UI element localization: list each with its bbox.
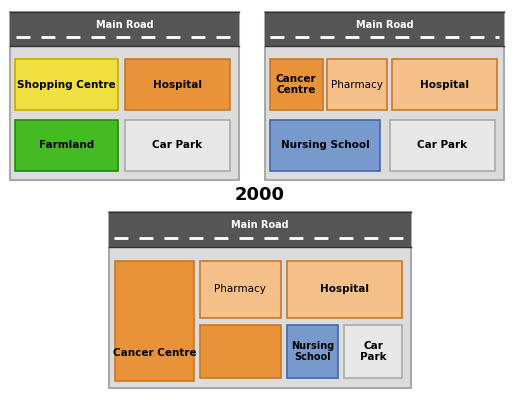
Text: Shopping Centre: Shopping Centre	[17, 80, 116, 90]
FancyBboxPatch shape	[109, 212, 411, 388]
Text: Pharmacy: Pharmacy	[214, 284, 266, 294]
Bar	[392, 59, 497, 110]
Text: 1980: 1980	[360, 0, 410, 4]
Bar	[270, 120, 380, 170]
Bar	[287, 325, 339, 378]
Bar	[344, 325, 402, 378]
Text: 1960: 1960	[100, 0, 150, 4]
Text: 2000: 2000	[235, 186, 285, 204]
Text: Hospital: Hospital	[320, 284, 369, 294]
Bar	[15, 120, 118, 170]
Bar	[10, 12, 239, 46]
Text: Cancer Centre: Cancer Centre	[113, 348, 196, 358]
Bar	[389, 120, 495, 170]
Bar	[200, 325, 281, 378]
FancyBboxPatch shape	[10, 12, 239, 180]
Bar	[270, 59, 322, 110]
Text: Farmland: Farmland	[39, 140, 94, 150]
Text: Main Road: Main Road	[96, 20, 153, 30]
Text: Main Road: Main Road	[231, 220, 289, 230]
Text: Pharmacy: Pharmacy	[331, 80, 383, 90]
Bar	[328, 59, 387, 110]
Bar	[287, 261, 402, 318]
Text: Cancer
Centre: Cancer Centre	[276, 74, 317, 95]
Text: Main Road: Main Road	[356, 20, 413, 30]
Bar	[200, 261, 281, 318]
Text: Nursing School: Nursing School	[281, 140, 369, 150]
Text: Nursing
School: Nursing School	[291, 340, 334, 362]
Text: Hospital: Hospital	[153, 80, 202, 90]
Text: Car Park: Car Park	[152, 140, 202, 150]
Bar	[125, 120, 230, 170]
Text: Hospital: Hospital	[420, 80, 469, 90]
Text: Car
Park: Car Park	[360, 340, 386, 362]
FancyBboxPatch shape	[265, 12, 504, 180]
Text: Car Park: Car Park	[417, 140, 467, 150]
Bar	[265, 12, 504, 46]
Bar	[115, 261, 193, 381]
Bar	[109, 212, 411, 247]
Bar	[15, 59, 118, 110]
Bar	[125, 59, 230, 110]
